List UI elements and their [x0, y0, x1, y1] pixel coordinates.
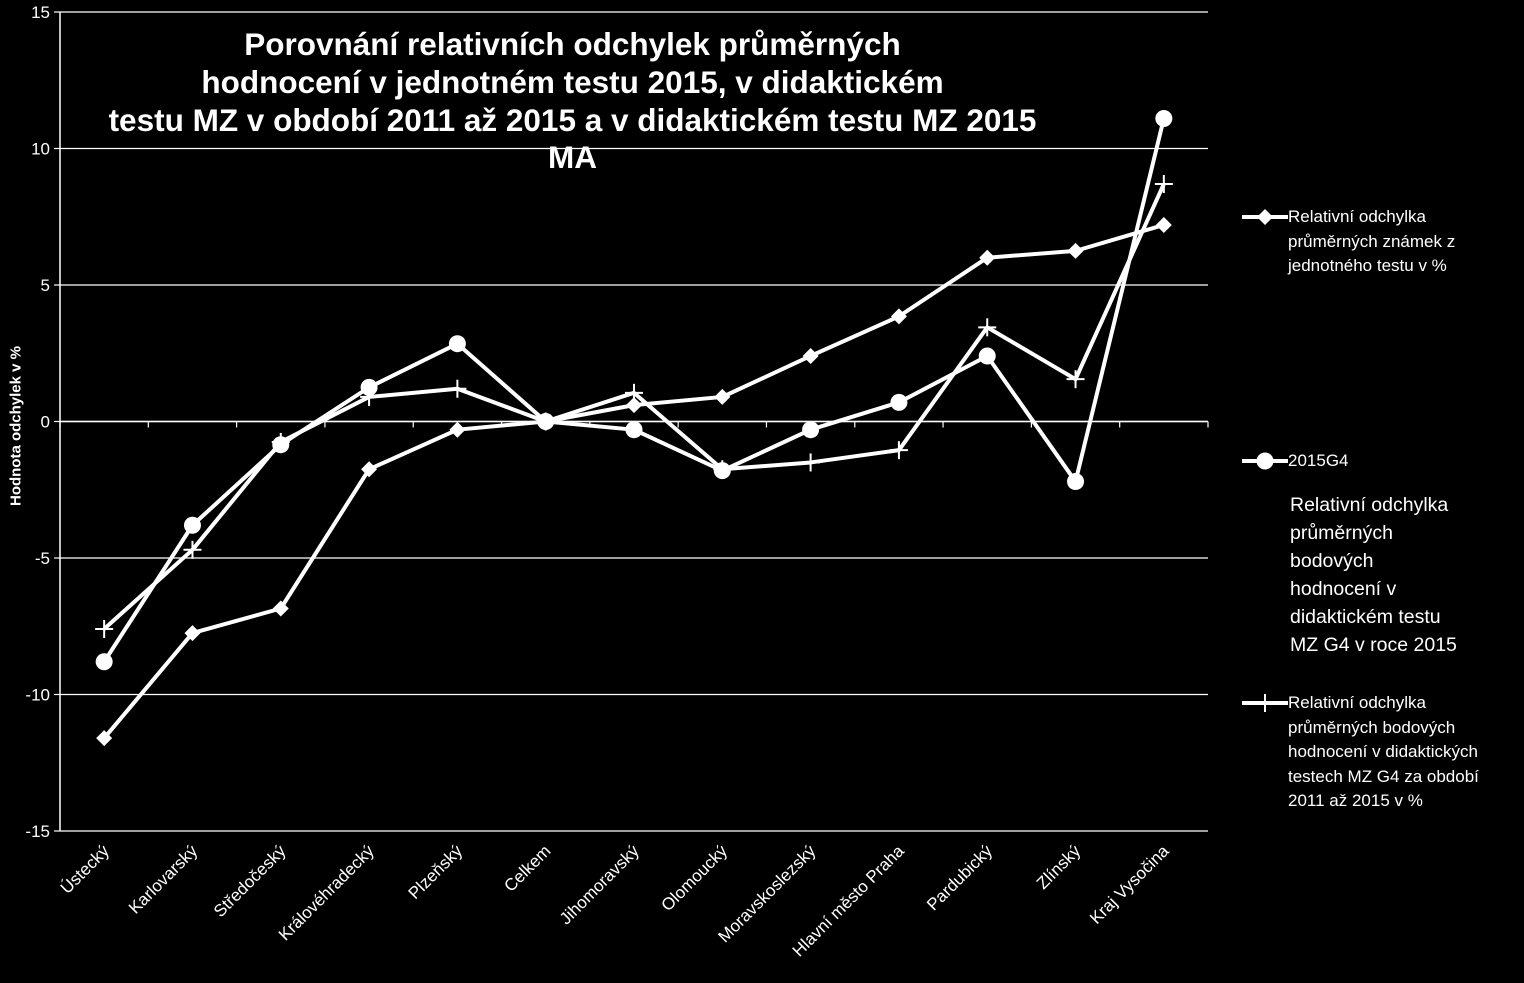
x-tick-label: Pardubický — [923, 841, 996, 914]
x-tick-label: Plzeňský — [405, 841, 467, 903]
chart-annotation: Relativní odchylka průměrných bodových h… — [1290, 491, 1457, 659]
data-point — [1256, 452, 1274, 470]
series-layer — [95, 109, 1173, 747]
annotation-line: didaktickém testu — [1290, 606, 1441, 628]
legend-label-series-2: 2015G4 — [1288, 449, 1349, 474]
data-point — [1257, 209, 1273, 225]
legend-label-line: 2011 až 2015 v % — [1288, 791, 1423, 810]
chart-title-line: Porovnání relativních odchylek průměrnýc… — [244, 26, 901, 62]
data-point — [361, 461, 378, 478]
series-1 — [96, 216, 1172, 747]
data-point — [360, 387, 379, 406]
x-tick-label: Kraj Vysočina — [1086, 841, 1173, 928]
series-3 — [95, 174, 1173, 638]
legend-swatch-series-3 — [1242, 694, 1288, 712]
data-point — [360, 378, 378, 396]
data-point — [1154, 174, 1173, 193]
data-point — [1155, 109, 1173, 127]
chart-title-line: testu MZ v období 2011 až 2015 a v didak… — [108, 101, 1037, 138]
data-point — [1067, 242, 1084, 259]
data-point — [625, 383, 643, 402]
x-tick-label: Celkem — [500, 841, 554, 895]
data-point — [271, 432, 290, 451]
data-point — [449, 421, 466, 438]
data-point — [890, 308, 907, 325]
data-point — [183, 540, 202, 559]
legend-label-line: jednotného testu v % — [1288, 256, 1447, 275]
data-point — [95, 619, 114, 638]
chart-title: Porovnání relativních odchylek průměrnýc… — [60, 26, 1085, 177]
x-tick-label: Karlovarský — [125, 841, 202, 918]
y-tick-labels: -15 -10 -5 0 5 10 15 — [25, 3, 50, 841]
data-point — [184, 625, 201, 642]
x-tick-label: Královéhradecký — [275, 841, 378, 944]
data-point — [536, 412, 555, 431]
data-point — [978, 318, 997, 337]
y-tick-label: -5 — [35, 549, 50, 568]
legend-label-line: Relativní odchylka — [1288, 693, 1426, 712]
data-point — [95, 653, 113, 671]
legend-swatch-series-1 — [1242, 209, 1288, 225]
y-tick-label: -15 — [25, 822, 50, 841]
annotation-line: Relativní odchylka — [1290, 494, 1449, 516]
data-point — [802, 347, 819, 364]
annotation-line: průměrných — [1290, 522, 1393, 544]
y-tick-label: 0 — [41, 413, 50, 432]
data-point — [183, 516, 201, 534]
data-point — [96, 730, 113, 747]
legend-label-line: 2015G4 — [1288, 451, 1349, 470]
y-tick-label: 10 — [31, 140, 50, 159]
data-point — [713, 460, 732, 479]
data-point — [801, 453, 820, 472]
data-point — [448, 379, 467, 398]
y-tick-label: 5 — [41, 276, 50, 295]
legend-label-line: Relativní odchylka — [1288, 207, 1426, 226]
data-point — [890, 393, 908, 411]
legend-label-line: hodnocení v didaktických — [1288, 742, 1478, 761]
data-point — [1155, 216, 1172, 233]
y-tick-label: 15 — [31, 3, 50, 22]
x-tick-label: Zlínský — [1033, 841, 1085, 893]
legend-label-series-3: Relativní odchylka průměrných bodových h… — [1288, 691, 1479, 814]
legend-label-line: průměrných známek z — [1288, 231, 1456, 251]
data-point — [714, 388, 731, 405]
annotation-line: MZ G4 v roce 2015 — [1290, 634, 1457, 656]
legend — [1242, 209, 1288, 712]
data-point — [626, 397, 642, 414]
data-point — [979, 249, 996, 266]
legend-swatch-series-2 — [1242, 452, 1288, 470]
y-tick-label: -10 — [25, 686, 50, 705]
legend-label-line: testech MZ G4 za období — [1288, 766, 1479, 786]
legend-label-line: průměrných bodových — [1288, 717, 1456, 737]
data-point — [1067, 473, 1085, 491]
data-point — [802, 421, 820, 439]
data-point — [1066, 370, 1085, 389]
chart-title-line: hodnocení v jednotném testu 2015, v dida… — [201, 63, 944, 100]
data-point — [978, 347, 996, 365]
data-point — [1256, 694, 1274, 712]
x-tick-label: Olomoucký — [658, 841, 732, 915]
data-point — [448, 335, 466, 353]
annotation-line: bodových — [1290, 550, 1374, 572]
y-axis-label: Hodnota odchylek v % — [7, 345, 25, 507]
data-point — [625, 421, 643, 439]
data-point — [889, 441, 908, 460]
annotation-line: hodnocení v — [1290, 578, 1397, 600]
x-tick-label: Ústecký — [57, 841, 114, 898]
x-tick-label: Středočeský — [210, 841, 290, 921]
series-line — [102, 223, 1165, 740]
x-tick-label: Jihomoravský — [556, 841, 643, 928]
data-point — [272, 600, 289, 617]
legend-label-series-1: Relativní odchylka průměrných známek z j… — [1288, 205, 1455, 279]
chart-title-line: MA — [548, 139, 597, 176]
x-tick-labels: Ústecký Karlovarský StředočeskýKrálovéhrad… — [57, 841, 1173, 960]
